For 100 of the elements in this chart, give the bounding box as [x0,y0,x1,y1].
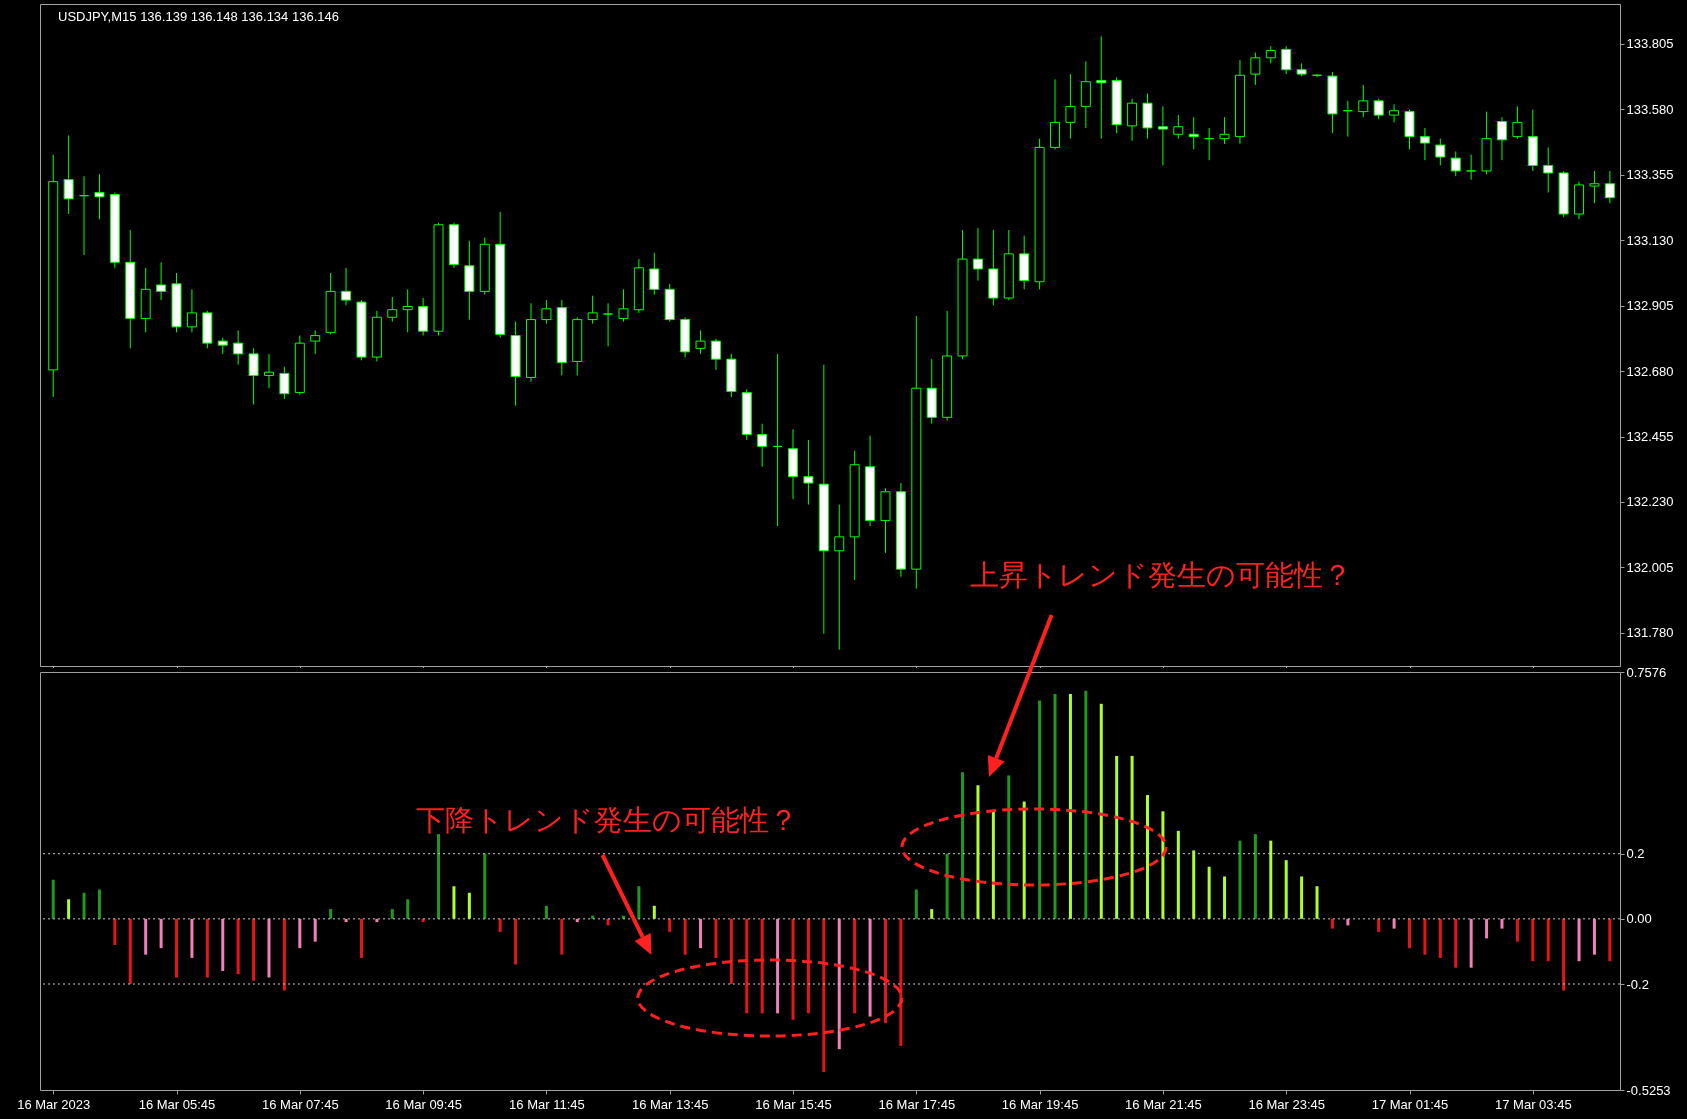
bar [375,918,379,923]
bar [822,918,826,1072]
bar [51,879,55,919]
candlestick [1358,84,1369,118]
bar [514,918,518,965]
bar [837,918,841,1050]
bar [467,892,471,919]
bar [97,889,101,919]
bar [1423,918,1427,955]
candlestick [1589,170,1600,204]
candlestick [710,338,721,371]
y-tick-label: 132.230 [1626,494,1674,510]
bar [868,918,872,1017]
bar [1562,918,1566,991]
x-tick-label: 16 Mar 13:45 [631,1096,709,1112]
bar [560,918,564,955]
bar [128,918,132,985]
candlestick [1173,114,1184,140]
candlestick [94,173,105,220]
y-tick-label: 133.805 [1626,36,1674,52]
bar [1084,690,1088,919]
bar [1438,918,1442,958]
candlestick [1435,138,1446,166]
bar [976,785,980,919]
bar [760,918,764,1014]
candlestick [1512,105,1523,140]
bar [1192,850,1196,919]
candlestick [1281,45,1292,75]
candlestick [1188,116,1199,150]
y-tick-label: 133.130 [1626,232,1674,248]
bar [699,918,703,949]
y-tick-label: 0.2 [1626,846,1645,862]
candlestick [1373,98,1384,120]
bar [1392,918,1396,929]
bar [606,918,610,926]
candlestick [1450,150,1461,177]
candlestick [1419,127,1430,161]
bar [1515,918,1519,942]
bar [144,918,148,955]
annotation: 上昇トレンド発生の可能性？ [970,558,1353,592]
bar [359,918,363,958]
candlestick [402,288,413,333]
bar [205,918,209,978]
bar [1099,703,1103,919]
bar [221,918,225,971]
bar [544,905,548,919]
candlestick [1543,146,1554,193]
candlestick [186,288,197,333]
annotation: 下降トレンド発生の可能性？ [416,803,799,837]
bar [1531,918,1535,962]
bar [991,811,995,919]
bar [452,886,456,919]
x-tick-label: 16 Mar 09:45 [385,1096,462,1112]
bar [883,918,887,1024]
x-tick-label: 16 Mar 11:45 [509,1096,585,1112]
bar [1469,918,1473,968]
bar [1377,918,1381,932]
bar [298,918,302,949]
candlestick [618,288,629,323]
bar [1053,694,1057,919]
candlestick [649,252,660,296]
candlestick [1096,35,1107,140]
bar [82,892,86,919]
chart-title: USDJPY,M15 136.139 136.148 136.134 136.146 [58,9,339,24]
y-tick-label: 132.455 [1626,429,1674,445]
bar [159,918,163,949]
x-tick-label: 16 Mar 05:45 [138,1096,216,1112]
candlestick [248,347,259,406]
bar [930,909,934,919]
bar [1145,795,1149,919]
bar [1269,840,1273,919]
bar [113,918,117,945]
bar [745,918,749,1014]
bar [390,909,394,919]
bar [776,918,780,1014]
bar [668,918,672,932]
x-tick-label: 16 Mar 15:45 [755,1096,832,1112]
bar [1608,918,1612,962]
bar [652,905,656,919]
bar [1176,830,1180,919]
candlestick [541,299,552,325]
candlestick [603,302,614,347]
y-tick-label: 133.355 [1626,167,1674,183]
bar [483,853,487,919]
bar [329,909,333,919]
y-tick-label: 132.905 [1626,298,1674,314]
candlestick [1250,52,1261,86]
bar [1238,840,1242,919]
bar [1330,918,1334,929]
bar [175,918,179,978]
bar [914,889,918,919]
bar [498,918,502,932]
bar [575,918,579,923]
bar [853,918,857,1014]
x-tick-label: 16 Mar 2023 [17,1096,91,1112]
x-tick-label: 17 Mar 01:45 [1371,1096,1449,1112]
candlestick [1065,73,1076,140]
bar [252,918,256,981]
bar [945,853,949,919]
bar [1592,918,1596,955]
